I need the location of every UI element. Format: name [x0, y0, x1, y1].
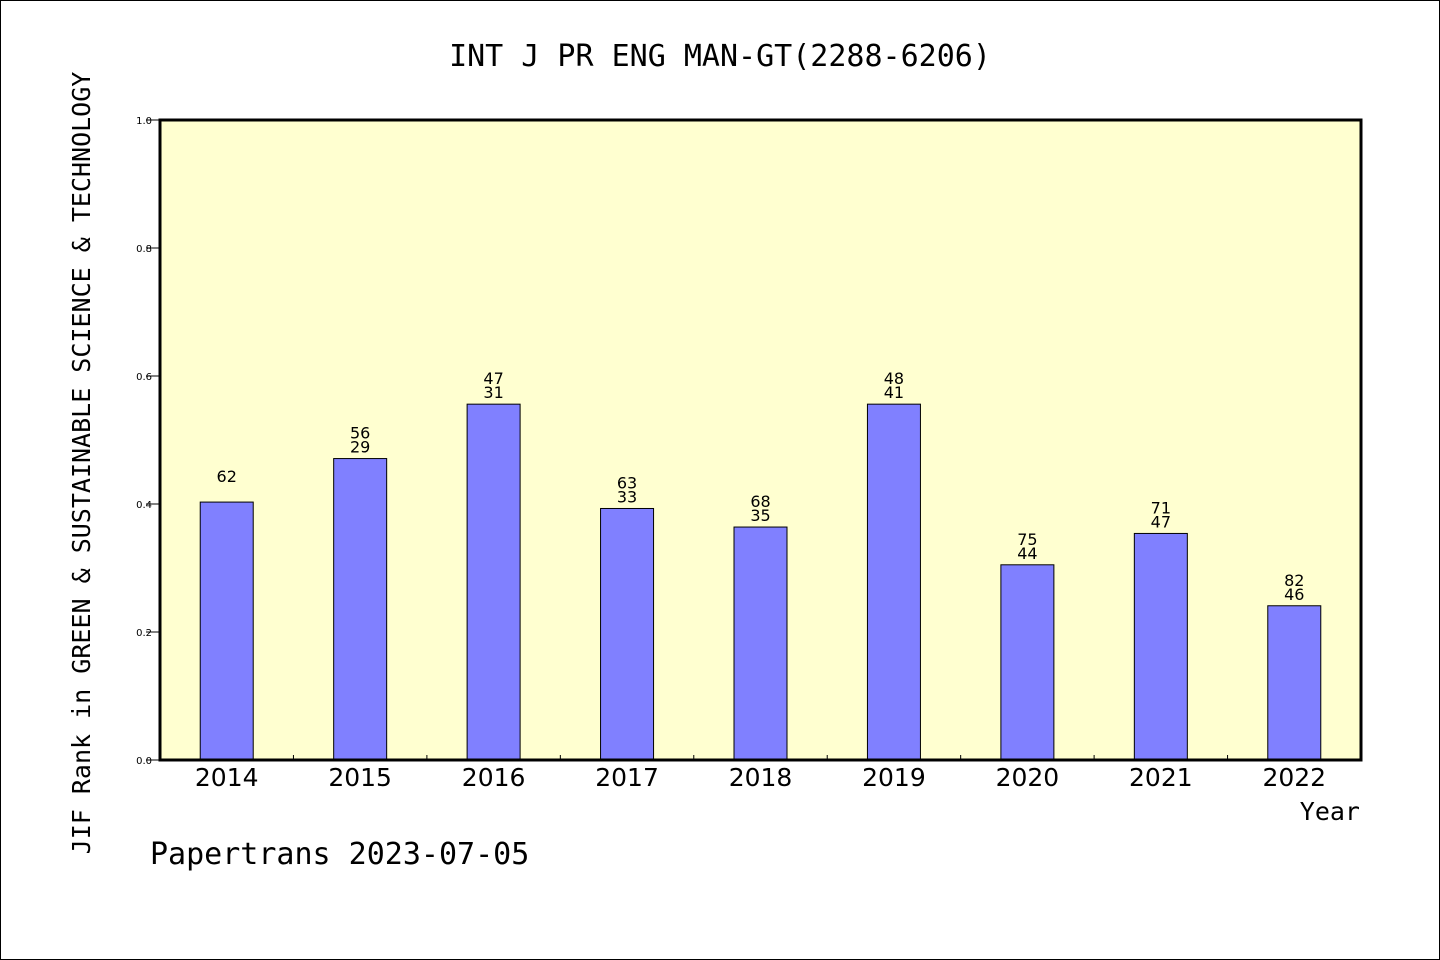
chart-title: INT J PR ENG MAN-GT(2288-6206)	[449, 39, 991, 74]
bar-label-bottom-2022: 46	[1284, 585, 1304, 604]
y-tick-label-0.6: 0.6	[136, 372, 152, 383]
y-axis-label: JIF Rank in GREEN & SUSTAINABLE SCIENCE …	[67, 72, 96, 855]
x-tick-label-2014: 2014	[195, 763, 259, 792]
bar-label-top-2022: 82	[1284, 571, 1304, 590]
bar-label-bottom-2014: 62	[217, 467, 237, 486]
bar-label-top-2021: 71	[1151, 498, 1171, 517]
y-tick-label-0.8: 0.8	[136, 244, 152, 255]
bar-label-top-2020: 75	[1017, 530, 1037, 549]
bar-label-bottom-2020: 44	[1017, 544, 1037, 563]
bar-label-top-2019: 48	[884, 369, 904, 388]
x-tick-label-2020: 2020	[996, 763, 1060, 792]
y-tick-label-1.0: 1.0	[136, 116, 152, 127]
y-tick-label-0.0: 0.0	[136, 756, 152, 767]
bar-label-bottom-2019: 41	[884, 383, 904, 402]
bar-label-top-2016: 47	[483, 369, 503, 388]
x-axis-label: Year	[1300, 797, 1360, 826]
bar-label-top-2017: 63	[617, 473, 637, 492]
x-tick-label-2019: 2019	[862, 763, 926, 792]
bar-label-top-2018: 68	[750, 492, 770, 511]
y-tick-label-0.2: 0.2	[136, 628, 152, 639]
x-tick-label-2017: 2017	[595, 763, 659, 792]
bar-2021	[1133, 532, 1188, 761]
bar-label-bottom-2016: 31	[483, 383, 503, 402]
bar-2014	[199, 501, 254, 761]
bar-label-bottom-2018: 35	[750, 506, 770, 525]
x-tick-label-2015: 2015	[328, 763, 392, 792]
bar-2017	[600, 507, 655, 761]
bar-2016	[466, 403, 521, 761]
bar-2015	[333, 458, 388, 761]
axis-layer: 2014 2015 2016 2017 2018 2019 2020 2021 2022 0.0 0…	[136, 116, 1326, 792]
bar-label-bottom-2021: 47	[1151, 512, 1171, 531]
x-tick-label-2021: 2021	[1129, 763, 1193, 792]
bar-2018	[733, 526, 788, 761]
x-tick-label-2016: 2016	[462, 763, 526, 792]
bar-2019	[866, 403, 921, 761]
plot-frame	[158, 118, 1363, 762]
bar-label-bottom-2015: 29	[350, 438, 370, 457]
bar-2020	[1000, 564, 1055, 761]
x-tick-label-2022: 2022	[1262, 763, 1326, 792]
footer-text: Papertrans 2023-07-05	[150, 837, 529, 872]
x-tick-label-2018: 2018	[729, 763, 793, 792]
bar-label-bottom-2017: 33	[617, 487, 637, 506]
y-tick-label-0.4: 0.4	[136, 500, 152, 511]
bar-label-top-2015: 56	[350, 424, 370, 443]
bar-2022	[1267, 605, 1322, 761]
